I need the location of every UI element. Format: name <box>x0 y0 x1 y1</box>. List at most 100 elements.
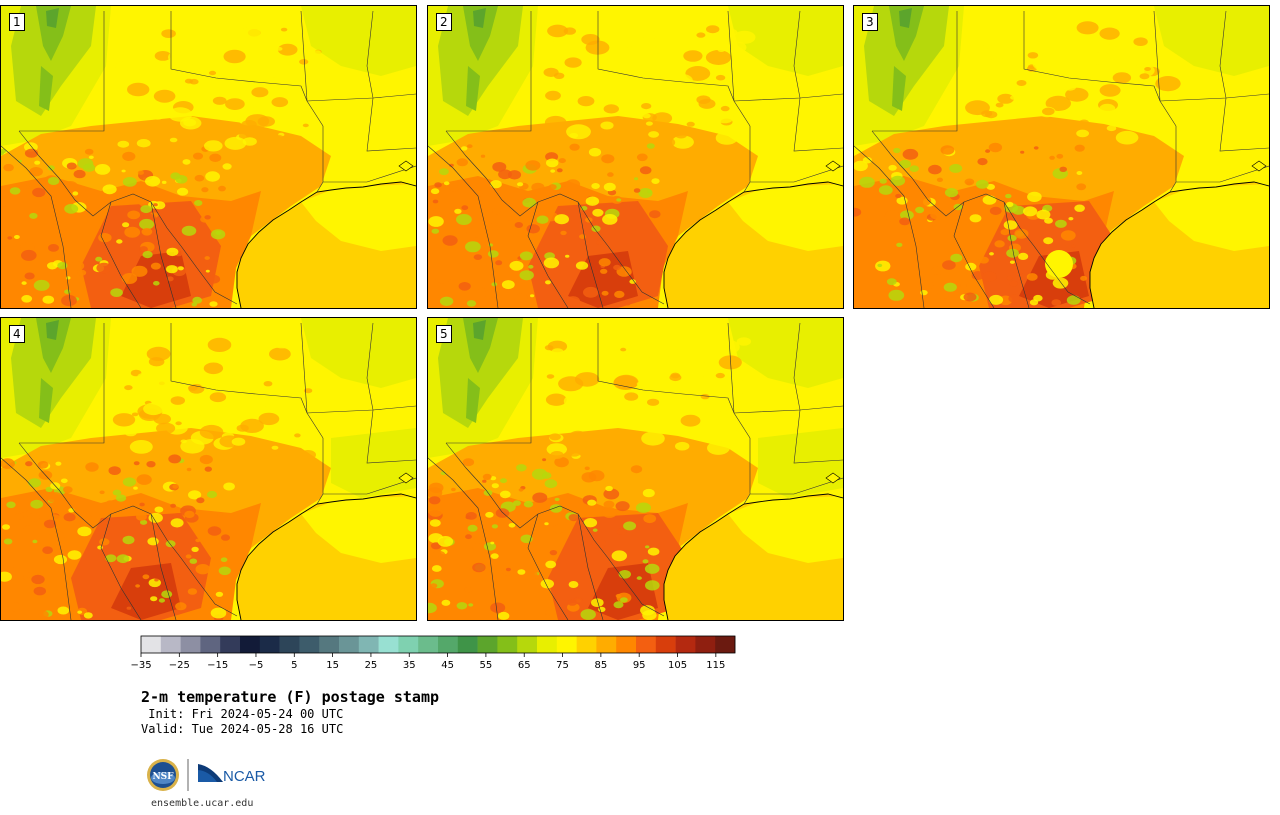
terrain-northeast <box>1154 6 1269 76</box>
state-border <box>527 201 569 308</box>
colorbar-swatch <box>378 636 399 653</box>
lake <box>1251 160 1267 172</box>
colorbar-swatch <box>279 636 300 653</box>
state-border <box>19 323 105 444</box>
colorbar: −35 −25 −15 −5 5 15 25 35 45 55 65 75 85 95 105 115 <box>130 635 761 676</box>
state-border <box>750 477 843 495</box>
colorbar-swatch <box>200 636 221 653</box>
map-panel-4: 4 <box>0 317 417 621</box>
colorbar-swatch <box>715 636 736 653</box>
map-panel-2: 2 <box>427 5 844 309</box>
state-border <box>872 11 958 132</box>
colorbar-swatch <box>457 636 478 653</box>
colorbar-tick-label: 45 <box>441 660 454 671</box>
colorbar-tick-label: −15 <box>207 660 228 671</box>
state-border <box>446 323 532 444</box>
gulf-cooler-water <box>1154 184 1269 251</box>
state-border <box>750 165 843 183</box>
colorbar-tick-label: 65 <box>518 660 531 671</box>
init-time: Init: Fri 2024-05-24 00 UTC <box>141 707 344 721</box>
map-panel-1: 1 <box>0 5 417 309</box>
state-border <box>300 10 308 102</box>
colorbar-tick-label: 55 <box>480 660 493 671</box>
colorbar-swatch <box>576 636 597 653</box>
temperature-map-4 <box>1 318 416 620</box>
state-border <box>19 11 105 132</box>
colorbar-swatch <box>418 636 439 653</box>
colorbar-swatch <box>556 636 577 653</box>
terrain-cooler-zone <box>1 6 111 146</box>
colorbar-swatch <box>497 636 518 653</box>
member-label: 5 <box>436 325 452 343</box>
figure-title: 2-m temperature (F) postage stamp <box>141 688 440 706</box>
coastline <box>236 181 416 308</box>
state-border <box>1219 10 1227 99</box>
colorbar-tick-label: 35 <box>403 660 416 671</box>
colorbar-swatch <box>319 636 340 653</box>
terrain-northeast <box>728 318 843 498</box>
state-border <box>793 322 801 411</box>
temperature-map-2 <box>428 6 843 308</box>
terrain-northeast <box>301 318 416 498</box>
colorbar-swatch <box>220 636 241 653</box>
map-panel-5: 5 <box>427 317 844 621</box>
state-border <box>366 97 416 152</box>
state-border <box>428 145 499 308</box>
nsf-logo: NSF <box>147 759 179 791</box>
map-panel-3: 3 <box>853 5 1270 309</box>
member-label: 1 <box>9 13 25 31</box>
colorbar-swatch <box>675 636 696 653</box>
state-border <box>150 201 177 308</box>
gulf-cooler-water <box>301 496 416 563</box>
colorbar-swatch <box>537 636 558 653</box>
state-border <box>793 10 801 99</box>
colorbar-tick-label: 85 <box>595 660 608 671</box>
state-border <box>577 201 604 308</box>
state-border <box>577 513 604 620</box>
state-border <box>323 477 416 495</box>
state-border <box>727 10 735 102</box>
state-border <box>366 409 416 464</box>
cool-spot <box>1045 250 1073 278</box>
colorbar-tick-label: 5 <box>291 660 297 671</box>
member-label: 2 <box>436 13 452 31</box>
colorbar-swatch <box>438 636 459 653</box>
terrain-cooler-zone <box>428 6 538 146</box>
colorbar-swatch <box>517 636 538 653</box>
colorbar-swatch <box>358 636 379 653</box>
logo-group: NSF NCAR <box>147 759 266 791</box>
colorbar-swatch <box>299 636 320 653</box>
terrain-northeast <box>728 6 843 76</box>
gulf-cooler-water <box>728 184 843 251</box>
terrain-cooler-zone <box>428 318 538 458</box>
source-url: ensemble.ucar.edu <box>151 798 254 809</box>
state-border <box>366 322 374 411</box>
state-border <box>445 442 665 617</box>
member-label: 4 <box>9 325 25 343</box>
colorbar-swatch <box>160 636 181 653</box>
colorbar-swatch <box>695 636 716 653</box>
coastline <box>663 181 843 308</box>
terrain-speckle <box>854 21 1181 306</box>
state-border <box>323 165 416 183</box>
lake <box>825 472 841 484</box>
colorbar-tick-label: 75 <box>556 660 569 671</box>
state-border <box>18 442 238 617</box>
colorbar-tick-label: −5 <box>249 660 264 671</box>
temperature-map-1 <box>1 6 416 308</box>
coastline <box>236 493 416 620</box>
state-border <box>1003 201 1030 308</box>
colorbar-tick-label: 115 <box>706 660 725 671</box>
state-border <box>1153 10 1161 102</box>
state-border <box>1176 165 1269 183</box>
gulf-cooler-water <box>301 184 416 251</box>
state-border <box>1 457 72 620</box>
colorbar-swatch <box>636 636 657 653</box>
svg-text:NSF: NSF <box>152 772 174 782</box>
colorbar-swatch <box>259 636 280 653</box>
colorbar-swatch <box>616 636 637 653</box>
lake <box>398 160 414 172</box>
colorbar-tick-label: −35 <box>130 660 151 671</box>
colorbar-swatch <box>596 636 617 653</box>
colorbar-tick-label: 105 <box>668 660 687 671</box>
